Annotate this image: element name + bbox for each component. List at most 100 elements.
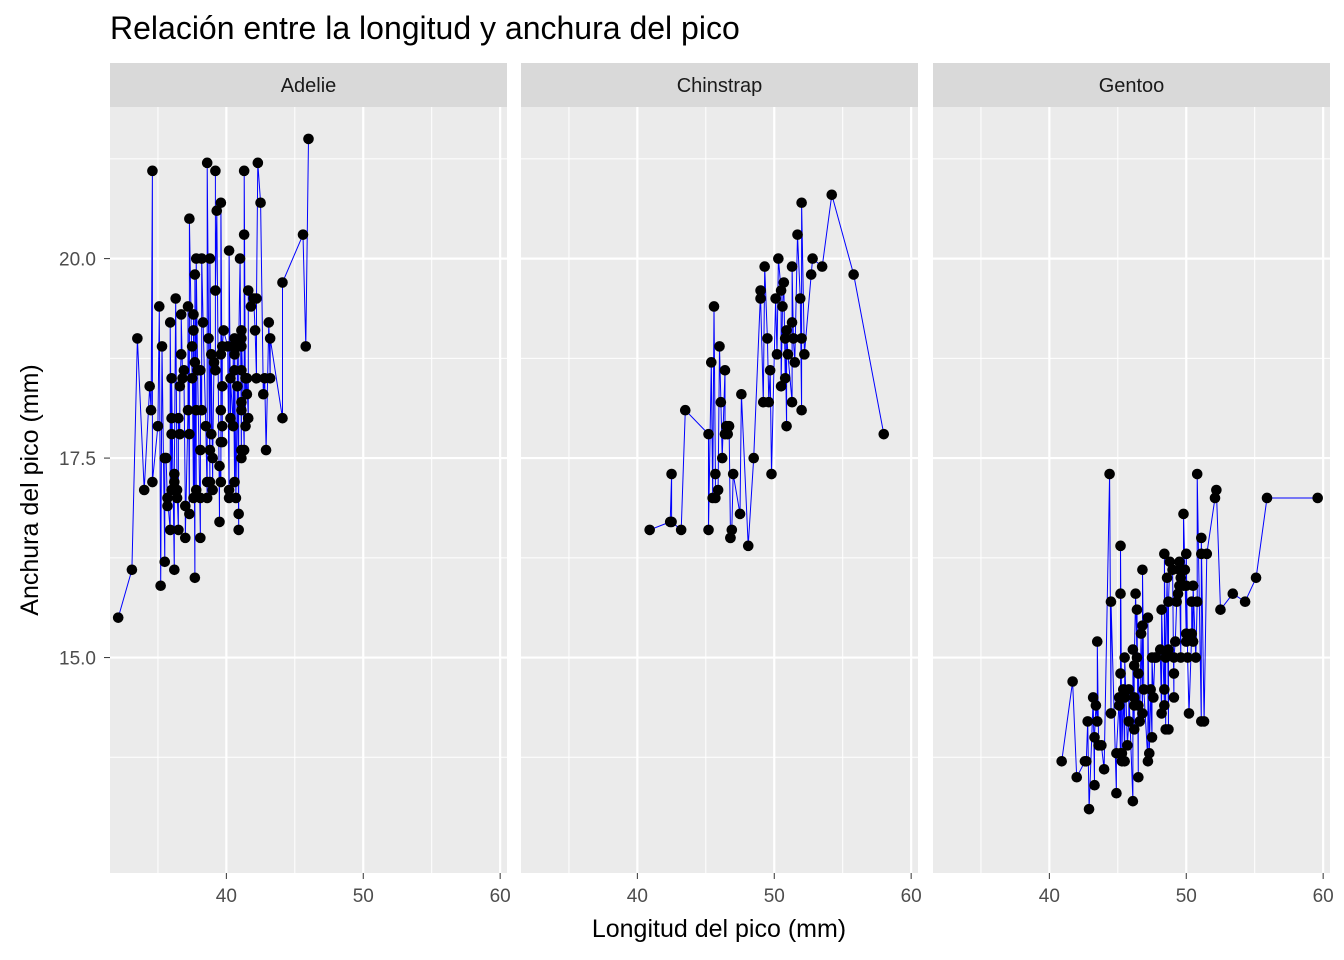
facet-label-chinstrap: Chinstrap	[677, 75, 763, 97]
data-point	[166, 372, 177, 384]
data-point	[788, 333, 799, 344]
facet-label-gentoo: Gentoo	[1099, 75, 1165, 97]
data-point	[1187, 580, 1199, 592]
data-point	[1119, 652, 1130, 663]
data-point	[1122, 740, 1133, 751]
data-point	[781, 325, 792, 336]
data-point	[1163, 724, 1174, 735]
data-point	[727, 468, 739, 480]
data-point	[152, 420, 164, 432]
data-point	[1196, 532, 1207, 544]
data-point	[781, 420, 792, 432]
data-point	[238, 165, 250, 177]
data-point	[195, 444, 206, 456]
data-point	[215, 404, 227, 416]
x-tick-label: 40	[627, 886, 648, 907]
chart-title: Relación entre la longitud y anchura del…	[110, 10, 740, 46]
data-point	[1191, 468, 1203, 480]
data-point	[189, 572, 201, 584]
data-point	[775, 380, 787, 392]
data-point	[175, 309, 187, 320]
facet-label-adelie: Adelie	[281, 75, 337, 97]
data-point	[1131, 604, 1143, 615]
data-point	[1143, 748, 1155, 759]
data-point	[1168, 668, 1180, 679]
data-point	[878, 428, 890, 440]
series-line-chinstrap	[649, 194, 885, 546]
data-point	[186, 341, 198, 352]
data-point	[1096, 740, 1107, 751]
data-point	[796, 333, 807, 344]
data-point	[1163, 644, 1174, 655]
data-point	[770, 293, 781, 304]
data-point	[1119, 692, 1130, 703]
data-point	[1067, 676, 1078, 687]
data-point	[1171, 596, 1182, 608]
data-point	[1133, 700, 1144, 711]
data-point	[786, 317, 798, 328]
data-point	[708, 301, 720, 312]
data-point	[225, 372, 236, 384]
data-point	[229, 349, 240, 360]
data-point	[207, 484, 218, 496]
data-point	[195, 532, 206, 544]
data-point	[190, 484, 202, 496]
x-tick-label: 40	[216, 886, 237, 907]
data-point	[166, 428, 177, 440]
data-point	[210, 365, 221, 376]
data-point	[164, 524, 176, 536]
data-point	[1146, 732, 1158, 743]
data-point	[245, 301, 257, 312]
data-point	[1091, 716, 1103, 727]
data-point	[1135, 628, 1147, 639]
facet-strip-gentoo	[933, 63, 1330, 107]
data-point	[238, 444, 250, 456]
data-point	[1116, 748, 1128, 759]
data-point	[1312, 492, 1323, 504]
data-point	[1190, 652, 1202, 663]
data-point	[775, 285, 787, 296]
data-point	[215, 349, 227, 360]
data-point	[215, 476, 227, 488]
data-point	[156, 341, 168, 352]
data-point	[786, 396, 798, 408]
data-point	[175, 349, 187, 360]
data-point	[675, 524, 687, 536]
data-point	[1134, 716, 1146, 727]
data-point	[255, 197, 266, 209]
data-point	[796, 404, 807, 416]
data-point	[742, 540, 754, 552]
data-point	[722, 428, 734, 440]
data-point	[204, 253, 216, 264]
data-point	[1090, 700, 1102, 711]
data-point	[214, 460, 225, 472]
data-point	[236, 396, 247, 408]
x-axis-title: Longitud del pico (mm)	[592, 915, 846, 943]
data-point	[144, 380, 155, 392]
data-point	[196, 253, 208, 264]
data-point	[710, 468, 721, 480]
data-point	[112, 612, 124, 623]
data-point	[1179, 564, 1191, 576]
data-point	[216, 380, 228, 392]
data-point	[1087, 692, 1099, 703]
data-point	[726, 524, 738, 536]
data-point	[182, 404, 194, 416]
data-point	[240, 420, 251, 432]
data-point	[196, 404, 208, 416]
data-point	[1142, 612, 1154, 623]
x-tick-label: 50	[1176, 886, 1197, 907]
data-point	[755, 293, 766, 304]
data-point	[251, 293, 262, 304]
data-point	[1071, 771, 1083, 783]
data-point	[147, 476, 158, 488]
data-point	[1081, 755, 1092, 767]
data-point	[1127, 795, 1139, 807]
data-point	[162, 492, 173, 504]
data-point	[174, 380, 186, 392]
data-point	[644, 524, 655, 536]
data-point	[755, 285, 766, 296]
data-point	[215, 197, 227, 209]
data-point	[1115, 668, 1126, 679]
